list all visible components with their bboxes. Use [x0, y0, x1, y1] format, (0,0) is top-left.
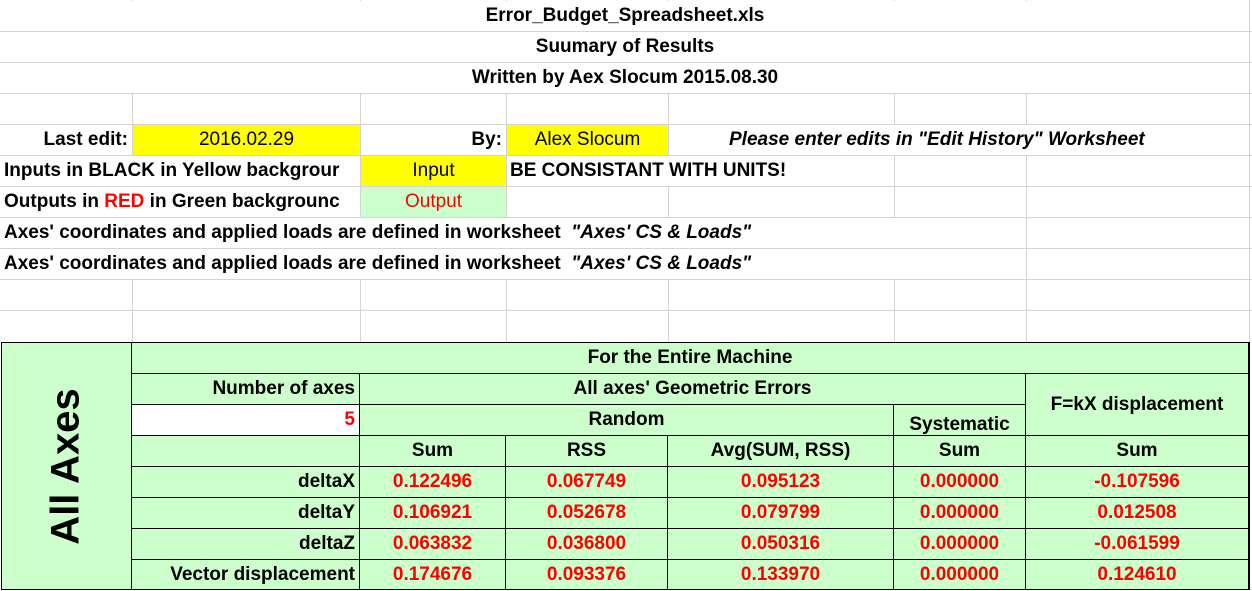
gridline [0, 279, 1252, 280]
table-cell: 0.000000 [894, 560, 1026, 590]
last-edit-input[interactable]: 2016.02.29 [133, 125, 360, 155]
row-label-deltaz: deltaZ [132, 529, 360, 560]
gridline [0, 248, 1252, 249]
table-cell: 0.106921 [360, 498, 506, 529]
gridline [1026, 0, 1027, 342]
input-sample-cell[interactable]: Input [361, 156, 506, 186]
summary-title: Suumary of Results [1, 32, 1249, 62]
results-table: For the Entire Machine Number of axes Al… [132, 342, 1250, 590]
column-header-sum-systematic: Sum [894, 436, 1026, 467]
gridline [360, 0, 361, 342]
table-cell: 0.124610 [1026, 560, 1249, 590]
column-header-avg: Avg(SUM, RSS) [668, 436, 894, 467]
gridline [0, 124, 1252, 125]
table-cell: -0.107596 [1026, 467, 1249, 498]
gridline [0, 155, 1252, 156]
axes-note-2-text: Axes' coordinates and applied loads are … [4, 253, 572, 274]
column-header-rss: RSS [506, 436, 668, 467]
edit-history-note: Please enter edits in "Edit History" Wor… [669, 125, 1249, 155]
outputs-legend-text: Outputs in RED in Green backgrounc [1, 187, 360, 217]
axes-note-1-text: Axes' coordinates and applied loads are … [4, 222, 572, 243]
gridline [0, 186, 1252, 187]
table-cell: 0.012508 [1026, 498, 1249, 529]
row-label-vector-displacement: Vector displacement [132, 560, 360, 590]
output-sample-cell[interactable]: Output [361, 187, 506, 217]
file-title: Error_Budget_Spreadsheet.xls [1, 1, 1249, 31]
table-cell: 0.000000 [894, 529, 1026, 560]
axes-note-1: Axes' coordinates and applied loads are … [1, 218, 1001, 248]
geometric-errors-header: All axes' Geometric Errors [360, 374, 1026, 405]
table-cell: -0.061599 [1026, 529, 1249, 560]
gridline [894, 0, 895, 342]
inputs-legend-text: Inputs in BLACK in Yellow backgrour [1, 156, 360, 186]
table-cell: 0.063832 [360, 529, 506, 560]
table-cell: 0.133970 [668, 560, 894, 590]
systematic-header: Systematic [894, 405, 1026, 436]
column-header-sum-random: Sum [360, 436, 506, 467]
row-label-deltax: deltaX [132, 467, 360, 498]
units-warning: BE CONSISTANT WITH UNITS! [507, 156, 894, 186]
table-cell: 0.050316 [668, 529, 894, 560]
outputs-legend-red-word: RED [104, 191, 145, 212]
num-axes-label: Number of axes [132, 374, 360, 405]
num-axes-value: 5 [132, 405, 360, 436]
results-title: For the Entire Machine [132, 343, 1249, 374]
gridline [0, 310, 1252, 311]
table-cell: 0.079799 [668, 498, 894, 529]
all-axes-side-label: All Axes [1, 342, 132, 590]
table-cell: 0.052678 [506, 498, 668, 529]
table-cell: 0.174676 [360, 560, 506, 590]
table-cell: 0.000000 [894, 467, 1026, 498]
column-header-sum-fkx: Sum [1026, 436, 1249, 467]
gridline [0, 31, 1252, 32]
outputs-legend-prefix: Outputs in [4, 191, 105, 212]
table-cell: 0.036800 [506, 529, 668, 560]
author-line: Written by Aex Slocum 2015.08.30 [1, 63, 1249, 93]
gridline [0, 217, 1252, 218]
table-cell: 0.000000 [894, 498, 1026, 529]
gridline [506, 0, 507, 342]
fkx-displacement-header: F=kX displacement [1026, 374, 1249, 436]
gridline [0, 62, 1252, 63]
table-cell: 0.067749 [506, 467, 668, 498]
table-cell: 0.095123 [668, 467, 894, 498]
random-header: Random [360, 405, 894, 436]
row-label-deltay: deltaY [132, 498, 360, 529]
table-cell: 0.122496 [360, 467, 506, 498]
table-cell: 0.093376 [506, 560, 668, 590]
all-axes-label-text: All Axes [44, 387, 88, 545]
gridline [1249, 0, 1250, 342]
by-input[interactable]: Alex Slocum [507, 125, 668, 155]
column-header-blank [132, 436, 360, 467]
last-edit-label: Last edit: [43, 129, 128, 150]
axes-note-2: Axes' coordinates and applied loads are … [1, 249, 1001, 279]
by-label: By: [471, 129, 502, 150]
outputs-legend-suffix: in Green backgrounc [144, 191, 340, 212]
axes-note-1-ref: "Axes' CS & Loads" [571, 222, 752, 243]
gridline [0, 93, 1252, 94]
axes-note-2-ref: "Axes' CS & Loads" [571, 253, 752, 274]
